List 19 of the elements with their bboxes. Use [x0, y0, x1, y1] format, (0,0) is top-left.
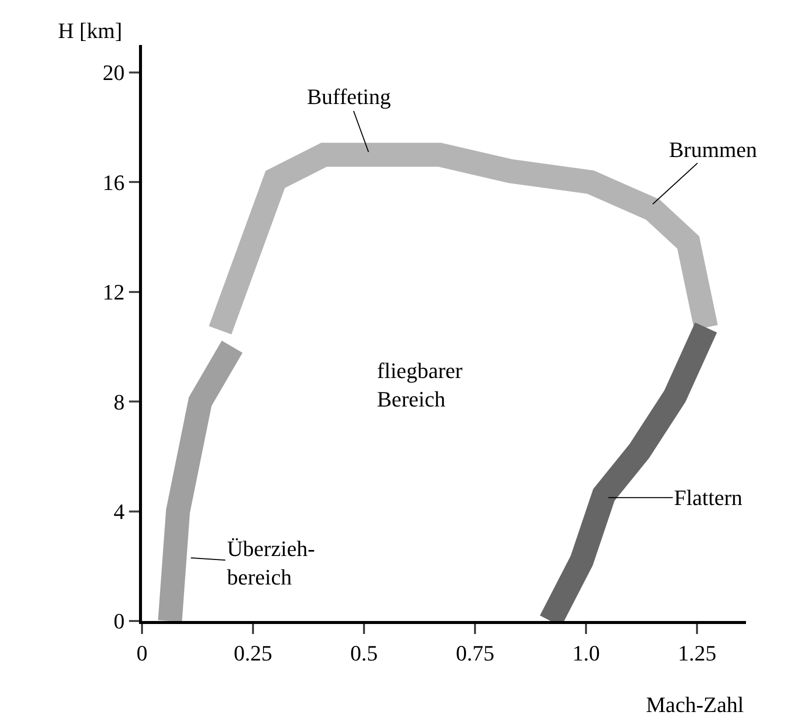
x-tick-label: 0.25	[234, 640, 272, 666]
x-axis-title: Mach-Zahl	[646, 692, 744, 717]
y-tick-label: 8	[114, 389, 125, 414]
x-tick-label: 0.75	[456, 640, 494, 666]
annotation: Flattern	[674, 485, 742, 510]
x-tick-label: 0.5	[350, 640, 378, 666]
annotation: fliegbarer Bereich	[377, 358, 464, 412]
y-axis-title: H [km]	[58, 18, 122, 43]
x-tick-label: 0	[136, 640, 148, 666]
y-tick-label: 0	[114, 608, 125, 634]
y-tick-label: 12	[102, 280, 125, 305]
x-tick-label: 1.0	[572, 640, 600, 666]
annotation: Überzieh- bereich	[227, 536, 315, 590]
y-tick-label: 16	[102, 170, 125, 195]
y-tick-label: 20	[102, 60, 125, 86]
annotation: Brummen	[669, 137, 757, 162]
x-tick-label: 1.25	[678, 640, 716, 666]
y-tick-label: 4	[114, 498, 125, 524]
annotation: Buffeting	[307, 84, 391, 109]
